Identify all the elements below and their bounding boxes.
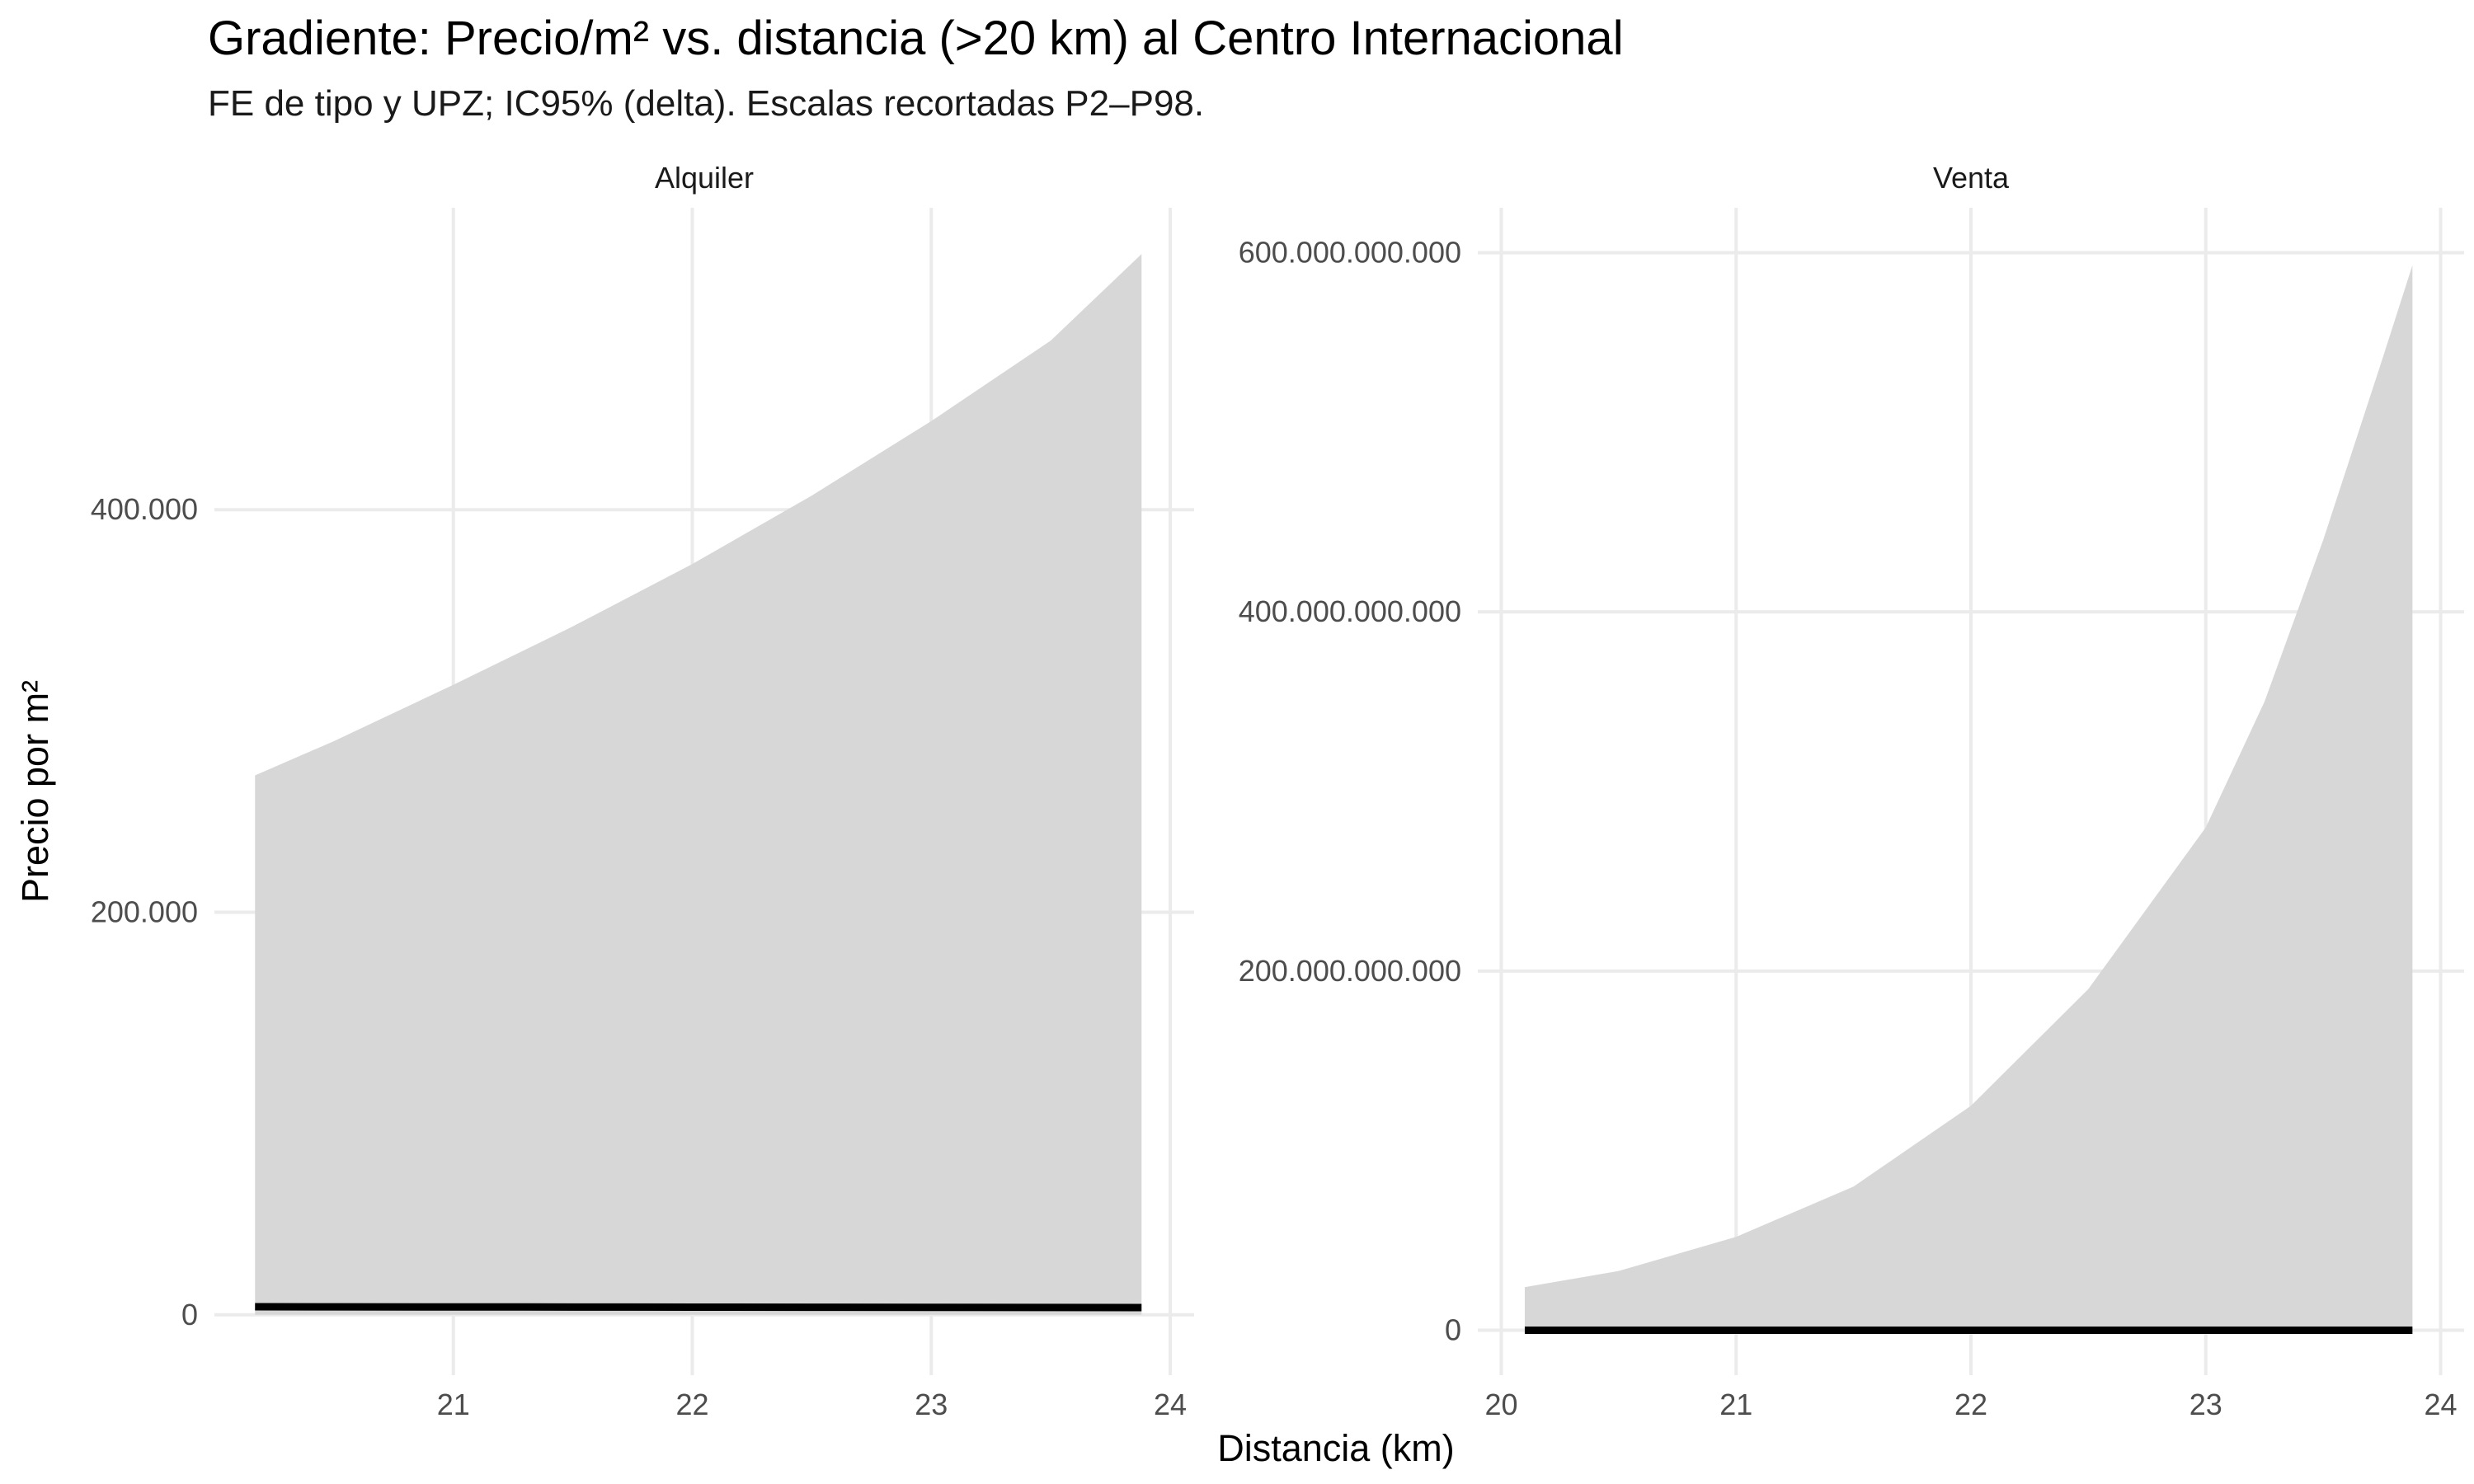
- y-tick-label: 600.000.000.000: [1239, 235, 1461, 269]
- x-tick-label: 22: [1954, 1388, 1987, 1421]
- x-tick-label: 23: [2189, 1388, 2222, 1421]
- x-tick-label: 21: [437, 1388, 470, 1421]
- facet-panels: Alquiler 0 200.000 400.000 21 22 23 24 Venta 0 200…: [91, 161, 2464, 1421]
- confidence-band: [255, 254, 1142, 1315]
- x-tick-label: 24: [2425, 1388, 2458, 1421]
- x-tick-label: 24: [1154, 1388, 1187, 1421]
- x-tick-label: 20: [1484, 1388, 1517, 1421]
- chart-subtitle: FE de tipo y UPZ; IC95% (delta). Escalas…: [208, 83, 1204, 124]
- y-tick-label: 200.000.000.000: [1239, 954, 1461, 988]
- panel-alquiler: Alquiler 0 200.000 400.000 21 22 23 24: [91, 161, 1194, 1421]
- x-tick-label: 22: [675, 1388, 708, 1421]
- y-tick-label: 0: [1445, 1313, 1461, 1347]
- facet-label: Alquiler: [655, 161, 754, 195]
- y-tick-label: 400.000.000.000: [1239, 594, 1461, 628]
- x-tick-label: 21: [1719, 1388, 1752, 1421]
- confidence-band: [1524, 265, 2413, 1331]
- facet-label: Venta: [1933, 161, 2010, 195]
- estimate-line: [255, 1303, 1142, 1312]
- y-tick-label: 200.000: [91, 895, 198, 928]
- y-tick-label: 0: [181, 1298, 198, 1331]
- panel-venta: Venta 0 200.000.000.000 400.000.000.000 600.…: [1239, 161, 2464, 1421]
- x-axis-title: Distancia (km): [1217, 1427, 1455, 1469]
- y-axis-title: Precio por m²: [14, 680, 56, 903]
- chart-title: Gradiente: Precio/m² vs. distancia (>20 …: [208, 12, 1624, 65]
- y-tick-label: 400.000: [91, 492, 198, 526]
- x-tick-label: 23: [915, 1388, 948, 1421]
